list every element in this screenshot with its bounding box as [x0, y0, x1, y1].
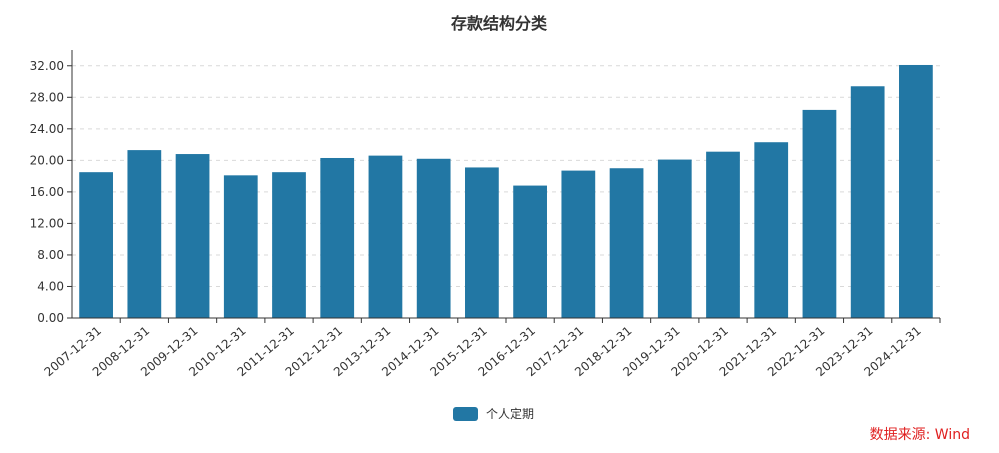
bar[interactable]: [802, 109, 837, 318]
bar[interactable]: [706, 151, 740, 318]
bar[interactable]: [175, 154, 210, 318]
bar[interactable]: [899, 64, 933, 318]
bar[interactable]: [561, 170, 596, 318]
bar[interactable]: [850, 86, 885, 319]
bar[interactable]: [513, 185, 547, 318]
bar[interactable]: [320, 157, 355, 318]
y-tick-label: 24.00: [30, 122, 64, 136]
bar[interactable]: [127, 150, 162, 318]
bar[interactable]: [368, 155, 403, 318]
x-tick-labels: 2007-12-312008-12-312009-12-312010-12-31…: [42, 318, 941, 379]
bar[interactable]: [465, 167, 499, 318]
y-tick-label: 16.00: [30, 185, 64, 199]
y-tick-label: 20.00: [30, 153, 64, 167]
bar[interactable]: [754, 142, 789, 318]
y-tick-label: 32.00: [30, 59, 64, 73]
bars: [79, 64, 933, 319]
y-tick-label: 0.00: [37, 311, 64, 325]
y-tick-label: 4.00: [37, 279, 64, 293]
bar[interactable]: [79, 172, 113, 318]
bar[interactable]: [657, 159, 692, 318]
chart-title: 存款结构分类: [451, 14, 548, 33]
y-tick-label: 28.00: [30, 90, 64, 104]
y-tick-labels: 0.00 4.00 8.00 12.00 16.00 20.00 24.00 28.00 32.…: [30, 59, 72, 325]
legend-label: 个人定期: [486, 406, 534, 421]
bar[interactable]: [609, 168, 644, 318]
y-tick-label: 12.00: [30, 216, 64, 230]
bar[interactable]: [416, 158, 451, 318]
legend-swatch: [453, 407, 478, 421]
legend[interactable]: 个人定期: [453, 406, 534, 421]
bar[interactable]: [272, 172, 306, 318]
data-source-note: 数据来源: Wind: [869, 427, 970, 443]
grid-lines: [72, 65, 940, 287]
y-tick-label: 8.00: [37, 248, 64, 262]
bar[interactable]: [223, 175, 258, 318]
